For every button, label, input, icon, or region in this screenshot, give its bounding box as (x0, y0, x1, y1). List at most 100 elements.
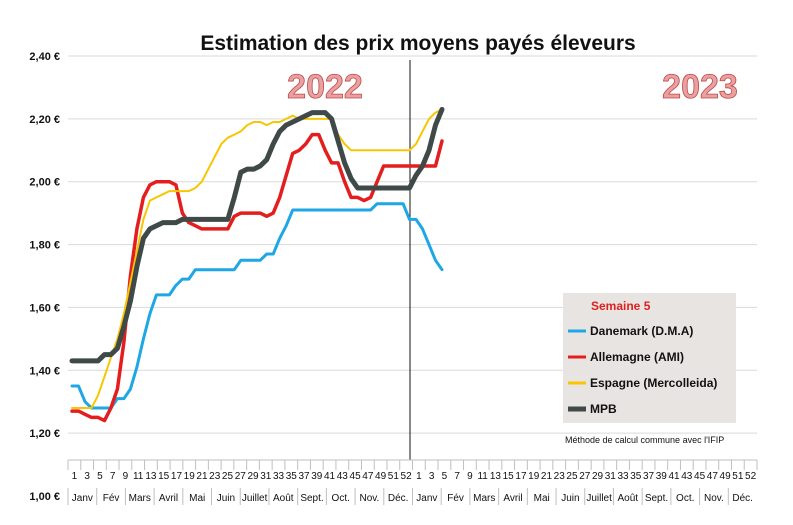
y-tick-label: 2,00 € (29, 177, 60, 189)
x-week-label: 37 (298, 471, 310, 482)
x-week-label: 25 (566, 471, 578, 482)
y-axis-ticks: 1,00 € 1,20 € 1,40 € 1,60 € 1,80 € 2,00 € 2,20… (29, 51, 60, 503)
x-week-label: 29 (592, 471, 604, 482)
x-month-label: Juin (561, 493, 579, 504)
x-month-label: Fév (103, 493, 120, 504)
y-tick-label: 1,40 € (29, 365, 60, 377)
x-month-label: Mai (534, 493, 550, 504)
x-week-label: 33 (617, 471, 629, 482)
year-label-2023: 2023 (662, 68, 738, 106)
x-week-label: 13 (490, 471, 502, 482)
y-tick-label: 1,80 € (29, 240, 60, 252)
legend-label-allemagne: Allemagne (AMI) (590, 350, 684, 364)
y-tick-label: 2,20 € (29, 114, 60, 126)
x-week-label: 43 (681, 471, 693, 482)
x-week-label: 47 (362, 471, 374, 482)
x-week-label: 33 (273, 471, 285, 482)
x-week-label: 9 (123, 471, 129, 482)
x-week-label: 7 (454, 471, 460, 482)
x-month-label: Août (618, 493, 639, 504)
x-week-label: 52 (401, 471, 413, 482)
x-week-label: 21 (541, 471, 553, 482)
x-week-label: 49 (375, 471, 387, 482)
series-lines (69, 106, 445, 423)
x-month-label: Mars (129, 493, 151, 504)
series-line-espagne (71, 108, 443, 409)
x-week-label: 11 (477, 471, 488, 482)
y-tick-label: 1,20 € (29, 428, 60, 440)
x-week-label: 19 (184, 471, 196, 482)
x-week-label: 11 (133, 471, 144, 482)
x-week-label: 41 (669, 471, 681, 482)
x-week-label: 19 (528, 471, 540, 482)
x-month-label: Oct. (332, 493, 350, 504)
x-week-label: 51 (732, 471, 744, 482)
x-week-label: 23 (209, 471, 221, 482)
legend-label-mpb: MPB (590, 402, 617, 416)
x-week-label: 49 (720, 471, 732, 482)
series-line-allemagne (70, 132, 444, 423)
x-axis: 1 3 5 7 9 11 13 15 17 19 21 23 25 27 29 31 33 35 37 39 41 43 4… (67, 459, 758, 505)
x-month-label: Juin (217, 493, 235, 504)
x-week-label: 39 (311, 471, 323, 482)
x-week-label: 47 (707, 471, 719, 482)
series-line-mpb (69, 106, 445, 364)
x-week-label: 45 (350, 471, 362, 482)
x-week-label: 27 (235, 471, 247, 482)
x-week-label: 45 (694, 471, 706, 482)
x-week-label: 23 (554, 471, 566, 482)
x-month-label: Oct. (676, 493, 694, 504)
x-month-label: Sept. (645, 493, 668, 504)
x-week-label: 37 (643, 471, 655, 482)
x-week-label: 3 (84, 471, 90, 482)
x-month-label: Juillet (586, 493, 612, 504)
x-month-label: Avril (503, 493, 522, 504)
x-week-label: 5 (97, 471, 103, 482)
legend-label-danemark: Danemark (D.M.A) (590, 324, 693, 338)
x-month-label: Nov. (704, 493, 724, 504)
x-week-label: 17 (515, 471, 527, 482)
x-week-label: 27 (579, 471, 591, 482)
x-month-label: Janv (416, 493, 437, 504)
legend-box (563, 293, 736, 423)
x-week-label: 5 (442, 471, 448, 482)
x-week-label: 13 (145, 471, 157, 482)
x-week-label: 15 (158, 471, 170, 482)
legend-label-espagne: Espagne (Mercolleida) (590, 376, 717, 390)
x-week-label: 39 (656, 471, 668, 482)
x-month-label: Fév (447, 493, 464, 504)
x-week-label: 31 (605, 471, 617, 482)
x-month-label: Janv (72, 493, 93, 504)
y-tick-label: 1,60 € (29, 302, 60, 314)
x-month-label: Déc. (388, 493, 409, 504)
series-line-danemark (70, 202, 444, 410)
x-week-label: 35 (286, 471, 298, 482)
year-label-2022: 2022 (287, 68, 363, 106)
x-week-label: 25 (222, 471, 234, 482)
x-week-label: 21 (196, 471, 208, 482)
x-week-label: 43 (337, 471, 349, 482)
x-week-label: 3 (429, 471, 435, 482)
x-month-label: Avril (159, 493, 178, 504)
x-week-label: 1 (72, 471, 78, 482)
x-week-label: 52 (745, 471, 757, 482)
x-week-label: 41 (324, 471, 336, 482)
y-tick-label: 2,40 € (29, 51, 60, 63)
x-week-label: 1 (416, 471, 422, 482)
y-tick-label: 1,00 € (29, 491, 60, 503)
x-week-label: 51 (388, 471, 400, 482)
x-week-label: 7 (110, 471, 116, 482)
x-week-label: 31 (260, 471, 272, 482)
method-note: Méthode de calcul commune avec l'IFIP (565, 435, 724, 445)
legend: Semaine 5 Danemark (D.M.A) Allemagne (AM… (563, 293, 736, 423)
x-month-label: Mars (473, 493, 495, 504)
x-month-label: Déc. (732, 493, 753, 504)
x-week-label: 9 (467, 471, 473, 482)
x-week-label: 35 (630, 471, 642, 482)
x-week-label: 17 (171, 471, 183, 482)
x-month-label: Août (273, 493, 294, 504)
x-week-label: 29 (247, 471, 259, 482)
legend-title: Semaine 5 (591, 299, 651, 313)
x-month-label: Mai (189, 493, 205, 504)
